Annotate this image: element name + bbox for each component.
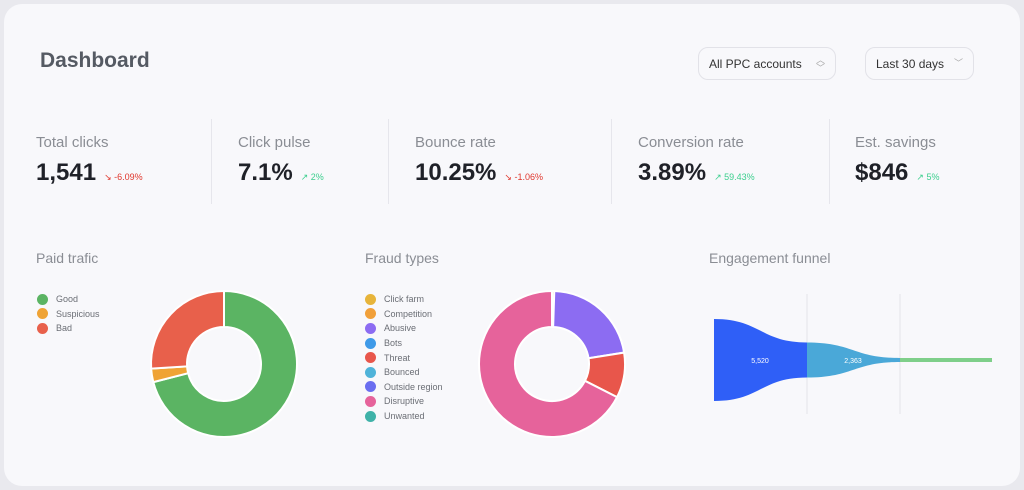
divider (388, 119, 389, 204)
legend-item[interactable]: Bots (365, 336, 443, 351)
stat-card: Conversion rate 3.89% ↗ 59.43% (638, 134, 755, 187)
stat-change: ↘ -1.06% (504, 172, 543, 183)
stat-card: Est. savings $846 ↗ 5% (855, 134, 939, 187)
stat-label: Click pulse (238, 134, 311, 151)
stat-value: 1,541 (36, 159, 97, 186)
accounts-select[interactable]: All PPC accounts ︿ ﹀ (698, 47, 836, 80)
legend-item[interactable]: Bad (37, 321, 100, 336)
paid-traffic-legend: Good Suspicious Bad (37, 292, 100, 336)
legend-label: Competition (384, 308, 433, 319)
legend-dot-icon (365, 293, 376, 305)
legend-label: Suspicious (56, 308, 100, 319)
legend-dot-icon (365, 381, 376, 393)
chevron-down-icon: ﹀ (953, 58, 963, 68)
legend-dot-icon (37, 308, 48, 320)
paid-traffic-title: Paid trafic (36, 250, 99, 266)
stat-label: Total clicks (36, 134, 109, 151)
legend-label: Click farm (384, 294, 424, 305)
legend-label: Threat (384, 352, 411, 363)
legend-item[interactable]: Outside region (365, 380, 443, 395)
range-select[interactable]: Last 30 days ﹀ (865, 47, 974, 80)
legend-label: Bad (56, 323, 73, 334)
stat-label: Bounce rate (415, 134, 496, 151)
engagement-funnel-chart: 5,520 2,363 (714, 294, 992, 414)
legend-label: Good (56, 294, 79, 305)
arrow-down-right-icon: ↘ (104, 172, 112, 182)
legend-item[interactable]: Good (37, 292, 100, 307)
fraud-types-donut (478, 289, 626, 438)
stat-change: ↘ -6.09% (104, 172, 143, 183)
stat-card: Total clicks 1,541 ↘ -6.09% (36, 134, 143, 187)
stat-value: $846 (855, 159, 909, 186)
legend-label: Bots (384, 338, 403, 349)
slice-abusive[interactable] (552, 290, 626, 360)
stat-value: 3.89% (638, 159, 707, 186)
stat-change-value: 59.43% (724, 172, 755, 182)
slice-good[interactable] (152, 289, 298, 438)
legend-item[interactable]: Competition (365, 307, 443, 322)
fraud-types-title: Fraud types (365, 250, 439, 266)
legend-label: Abusive (384, 323, 417, 334)
legend-dot-icon (365, 322, 376, 334)
legend-label: Unwanted (384, 411, 425, 422)
arrow-down-right-icon: ↘ (504, 172, 512, 182)
stat-card: Bounce rate 10.25% ↘ -1.06% (415, 134, 543, 187)
slice-disruptive[interactable] (478, 289, 619, 438)
funnel-value-label: 5,520 (751, 358, 769, 365)
stat-change-value: -6.09% (114, 172, 143, 182)
legend-dot-icon (37, 293, 48, 305)
updown-chevron-icon: ︿ ﹀ (815, 55, 825, 73)
arrow-up-right-icon: ↗ (300, 172, 309, 182)
legend-dot-icon (365, 366, 376, 378)
stat-change: ↗ 59.43% (714, 172, 755, 183)
legend-label: Disruptive (384, 396, 425, 407)
funnel-stage[interactable] (900, 358, 992, 362)
legend-label: Bounced (384, 367, 420, 378)
arrow-up-right-icon: ↗ (714, 172, 722, 182)
legend-dot-icon (365, 395, 376, 407)
stat-value: 7.1% (238, 159, 293, 186)
legend-dot-icon (365, 308, 376, 320)
accounts-select-label: All PPC accounts (709, 57, 802, 71)
legend-item[interactable]: Disruptive (365, 394, 443, 409)
stat-change: ↗ 2% (301, 172, 324, 183)
funnel-value-label: 2,363 (844, 358, 862, 365)
legend-dot-icon (365, 410, 376, 422)
stat-label: Conversion rate (638, 134, 744, 151)
divider (611, 119, 612, 204)
arrow-up-right-icon: ↗ (916, 172, 924, 182)
stat-value: 10.25% (415, 159, 497, 186)
divider (211, 119, 212, 204)
legend-item[interactable]: Unwanted (365, 409, 443, 424)
stat-label: Est. savings (855, 134, 936, 151)
legend-item[interactable]: Suspicious (37, 307, 100, 322)
stat-change-value: 2% (310, 172, 324, 182)
legend-label: Outside region (384, 381, 443, 392)
paid-traffic-donut (150, 289, 298, 438)
fraud-types-legend: Click farm Competition Abusive Bots Threat Bo… (365, 292, 443, 423)
legend-item[interactable]: Bounced (365, 365, 443, 380)
engagement-funnel-title: Engagement funnel (709, 250, 831, 266)
legend-item[interactable]: Click farm (365, 292, 443, 307)
legend-dot-icon (365, 337, 376, 349)
dashboard-card: Dashboard All PPC accounts ︿ ﹀ Last 30 day… (4, 4, 1020, 486)
funnel-stage[interactable] (714, 319, 807, 401)
page-title: Dashboard (40, 49, 150, 72)
legend-item[interactable]: Abusive (365, 321, 443, 336)
stat-change: ↗ 5% (916, 172, 939, 183)
divider (829, 119, 830, 204)
legend-dot-icon (365, 352, 376, 364)
legend-item[interactable]: Threat (365, 350, 443, 365)
range-select-label: Last 30 days (876, 57, 945, 71)
funnel-stage[interactable] (807, 342, 900, 378)
stat-card: Click pulse 7.1% ↗ 2% (238, 134, 324, 187)
stat-change-value: 5% (926, 172, 940, 182)
slice-bad[interactable] (150, 289, 225, 370)
stat-change-value: -1.06% (514, 172, 543, 182)
legend-dot-icon (37, 322, 48, 334)
